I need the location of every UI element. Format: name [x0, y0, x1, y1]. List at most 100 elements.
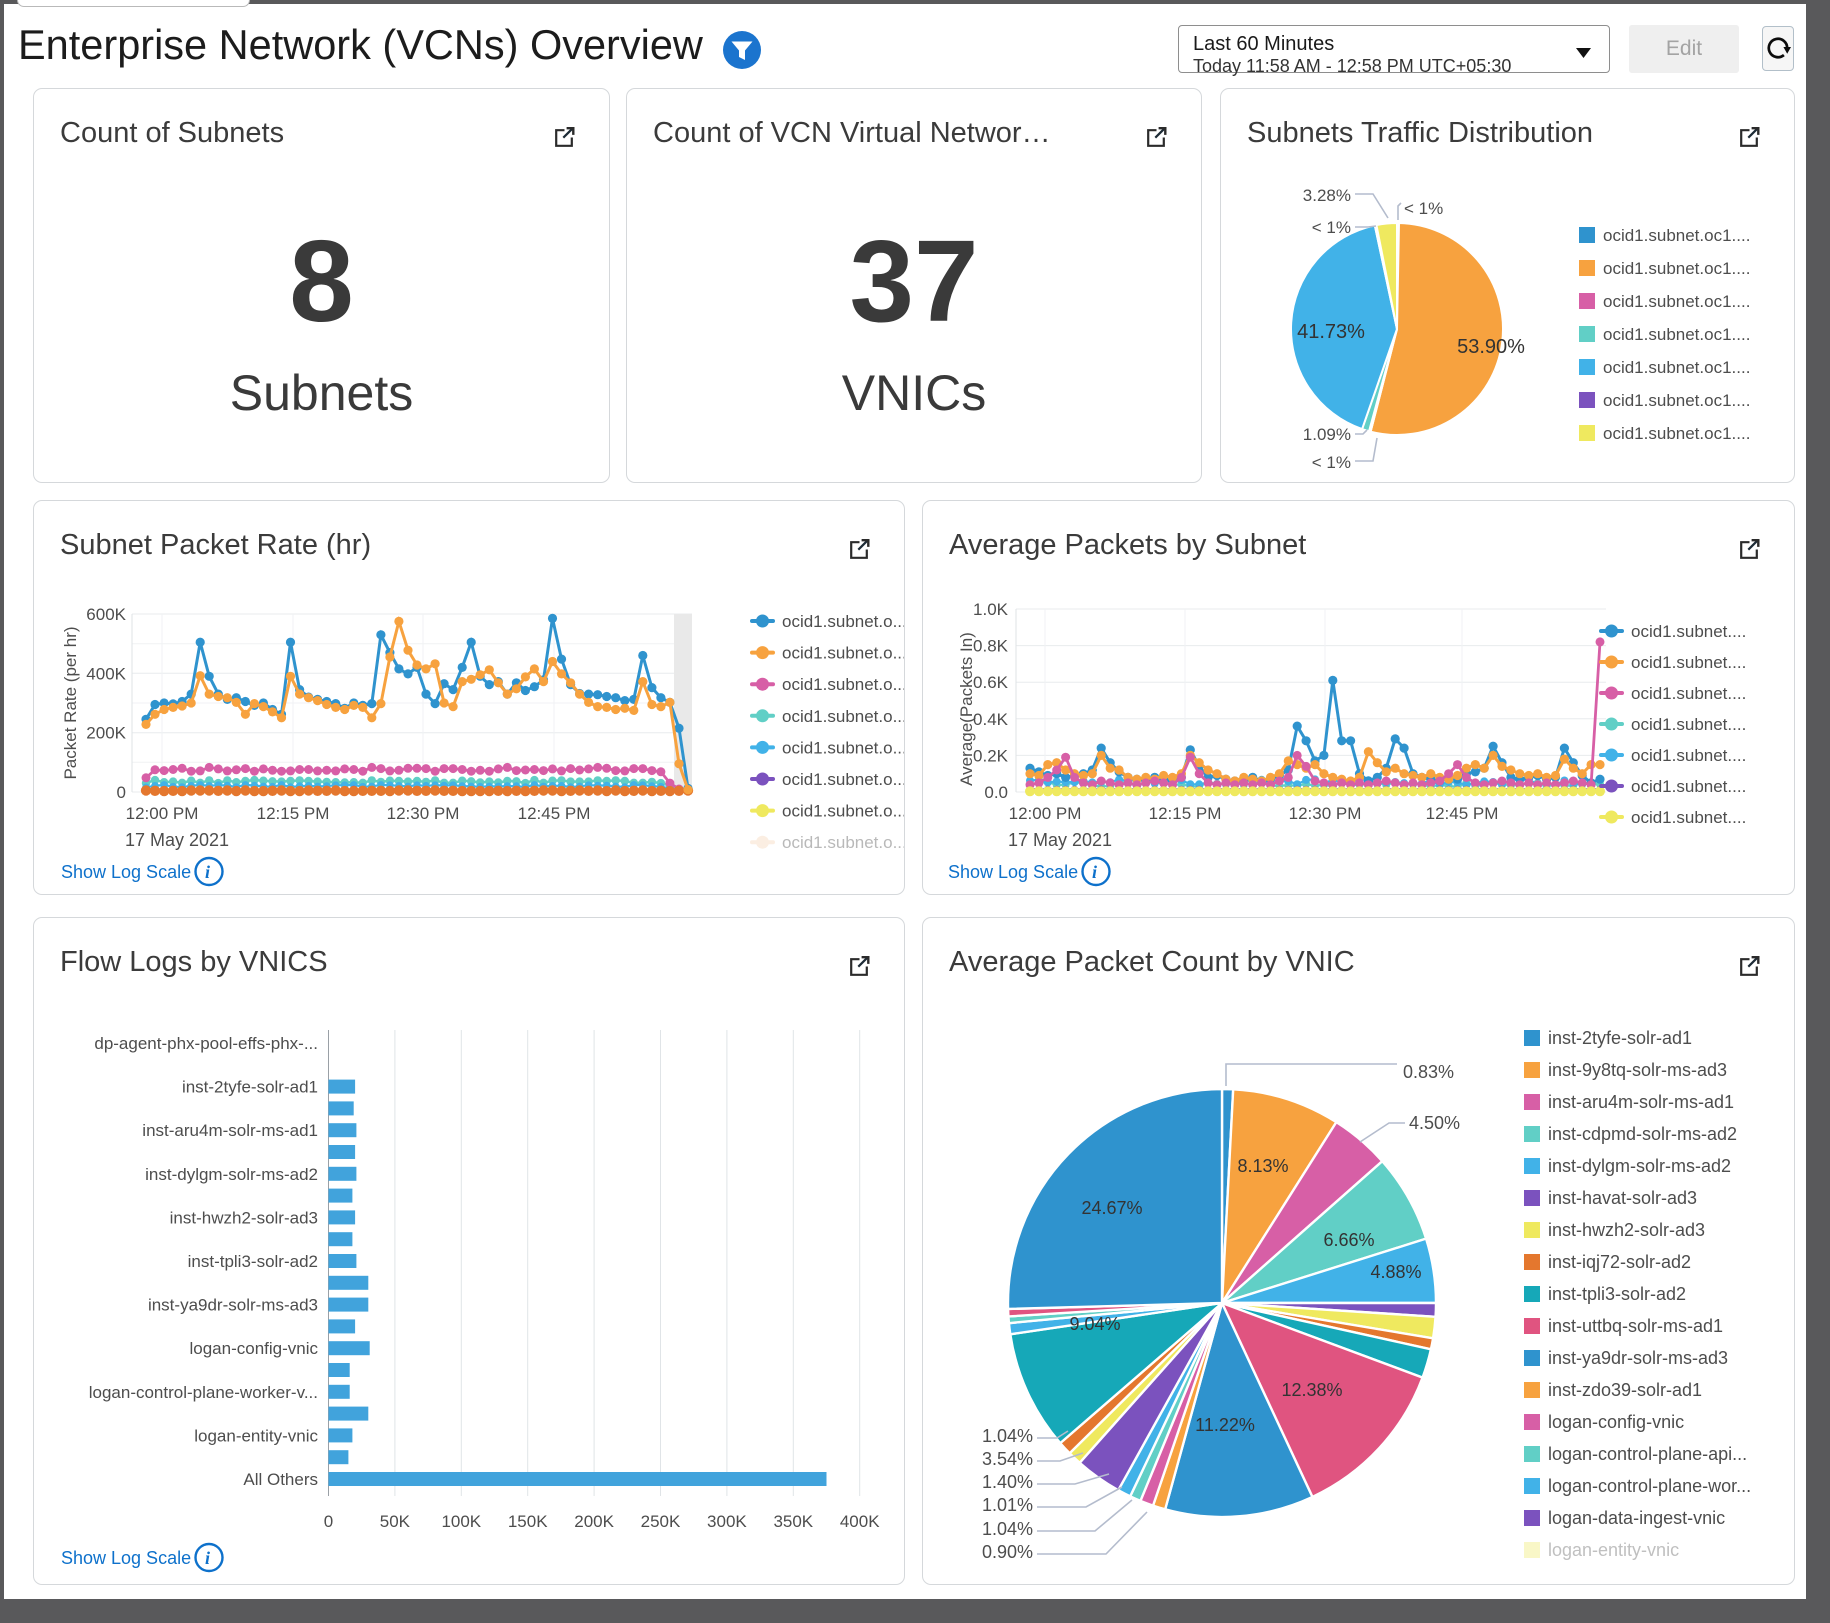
svg-text:Show Log Scale: Show Log Scale	[948, 862, 1078, 882]
svg-text:inst-zdo39-solr-ad1: inst-zdo39-solr-ad1	[1548, 1380, 1702, 1400]
svg-text:ocid1.subnet....: ocid1.subnet....	[1631, 684, 1746, 703]
svg-text:ocid1.subnet....: ocid1.subnet....	[1631, 715, 1746, 734]
svg-text:Show Log Scale: Show Log Scale	[61, 1548, 191, 1568]
svg-text:ocid1.subnet....: ocid1.subnet....	[1631, 808, 1746, 827]
svg-text:12.38%: 12.38%	[1281, 1380, 1342, 1400]
svg-text:logan-data-ingest-vnic: logan-data-ingest-vnic	[1548, 1508, 1725, 1528]
svg-text:ocid1.subnet.oc1....: ocid1.subnet.oc1....	[1603, 226, 1750, 245]
svg-text:12:15 PM: 12:15 PM	[1149, 804, 1222, 823]
svg-text:41.73%: 41.73%	[1297, 321, 1365, 343]
svg-text:logan-config-vnic: logan-config-vnic	[1548, 1412, 1684, 1432]
svg-text:inst-iqj72-solr-ad2: inst-iqj72-solr-ad2	[1548, 1252, 1691, 1272]
svg-text:inst-2tyfe-solr-ad1: inst-2tyfe-solr-ad1	[1548, 1028, 1692, 1048]
svg-text:inst-9y8tq-solr-ms-ad3: inst-9y8tq-solr-ms-ad3	[1548, 1060, 1727, 1080]
svg-text:Packet Rate (per hr): Packet Rate (per hr)	[61, 626, 80, 779]
svg-text:12:45 PM: 12:45 PM	[518, 804, 591, 823]
svg-text:ocid1.subnet.o...: ocid1.subnet.o...	[782, 802, 904, 821]
svg-text:logan-entity-vnic: logan-entity-vnic	[194, 1426, 318, 1445]
svg-text:3.28%: 3.28%	[1303, 186, 1351, 205]
svg-text:inst-ya9dr-solr-ms-ad3: inst-ya9dr-solr-ms-ad3	[1548, 1348, 1728, 1368]
svg-text:1.01%: 1.01%	[982, 1495, 1033, 1515]
svg-text:0.83%: 0.83%	[1403, 1062, 1454, 1082]
svg-text:inst-hwzh2-solr-ad3: inst-hwzh2-solr-ad3	[1548, 1220, 1705, 1240]
svg-text:17 May 2021: 17 May 2021	[125, 830, 229, 850]
svg-text:Average(Packets In): Average(Packets In)	[957, 632, 976, 786]
svg-text:ocid1.subnet....: ocid1.subnet....	[1631, 777, 1746, 796]
svg-text:0.6K: 0.6K	[973, 673, 1009, 692]
svg-text:0.0: 0.0	[984, 783, 1008, 802]
svg-text:inst-tpli3-solr-ad2: inst-tpli3-solr-ad2	[1548, 1284, 1686, 1304]
svg-text:ocid1.subnet.oc1....: ocid1.subnet.oc1....	[1603, 259, 1750, 278]
svg-text:ocid1.subnet.o...: ocid1.subnet.o...	[782, 833, 904, 852]
svg-text:400K: 400K	[840, 1512, 880, 1531]
svg-text:1.04%: 1.04%	[982, 1519, 1033, 1539]
svg-text:ocid1.subnet....: ocid1.subnet....	[1631, 653, 1746, 672]
svg-text:ocid1.subnet.oc1....: ocid1.subnet.oc1....	[1603, 325, 1750, 344]
svg-text:1.0K: 1.0K	[973, 600, 1009, 619]
svg-text:12:30 PM: 12:30 PM	[387, 804, 460, 823]
svg-text:inst-dylgm-solr-ms-ad2: inst-dylgm-solr-ms-ad2	[1548, 1156, 1731, 1176]
svg-text:i: i	[1092, 862, 1097, 882]
svg-text:0: 0	[117, 783, 126, 802]
svg-text:3.54%: 3.54%	[982, 1449, 1033, 1469]
svg-text:50K: 50K	[380, 1512, 411, 1531]
svg-text:inst-aru4m-solr-ms-ad1: inst-aru4m-solr-ms-ad1	[1548, 1092, 1734, 1112]
svg-text:ocid1.subnet.oc1....: ocid1.subnet.oc1....	[1603, 391, 1750, 410]
svg-text:inst-2tyfe-solr-ad1: inst-2tyfe-solr-ad1	[182, 1078, 318, 1097]
svg-text:300K: 300K	[707, 1512, 747, 1531]
svg-text:53.90%: 53.90%	[1457, 336, 1525, 358]
svg-text:ocid1.subnet.oc1....: ocid1.subnet.oc1....	[1603, 358, 1750, 377]
svg-text:< 1%: < 1%	[1312, 218, 1351, 237]
svg-text:ocid1.subnet....: ocid1.subnet....	[1631, 746, 1746, 765]
svg-text:logan-config-vnic: logan-config-vnic	[189, 1339, 318, 1358]
svg-text:600K: 600K	[86, 605, 126, 624]
svg-text:1.04%: 1.04%	[982, 1426, 1033, 1446]
svg-text:logan-control-plane-worker-v..: logan-control-plane-worker-v...	[89, 1383, 318, 1402]
svg-text:inst-aru4m-solr-ms-ad1: inst-aru4m-solr-ms-ad1	[142, 1121, 318, 1140]
svg-text:100K: 100K	[441, 1512, 481, 1531]
svg-text:ocid1.subnet.o...: ocid1.subnet.o...	[782, 675, 904, 694]
svg-text:i: i	[205, 1548, 210, 1568]
svg-text:< 1%: < 1%	[1312, 453, 1351, 472]
svg-text:1.40%: 1.40%	[982, 1472, 1033, 1492]
svg-text:0.90%: 0.90%	[982, 1542, 1033, 1562]
svg-text:ocid1.subnet.o...: ocid1.subnet.o...	[782, 644, 904, 663]
svg-text:inst-ya9dr-solr-ms-ad3: inst-ya9dr-solr-ms-ad3	[148, 1296, 318, 1315]
svg-text:inst-cdpmd-solr-ms-ad2: inst-cdpmd-solr-ms-ad2	[1548, 1124, 1737, 1144]
svg-text:logan-control-plane-wor...: logan-control-plane-wor...	[1548, 1476, 1751, 1496]
svg-text:ocid1.subnet.oc1....: ocid1.subnet.oc1....	[1603, 424, 1750, 443]
svg-text:< 1%: < 1%	[1404, 199, 1443, 218]
svg-text:12:00 PM: 12:00 PM	[126, 804, 199, 823]
svg-text:0: 0	[324, 1512, 333, 1531]
svg-text:0.4K: 0.4K	[973, 710, 1009, 729]
svg-text:8.13%: 8.13%	[1237, 1156, 1288, 1176]
svg-text:250K: 250K	[641, 1512, 681, 1531]
svg-text:1.09%: 1.09%	[1303, 425, 1351, 444]
svg-text:12:00 PM: 12:00 PM	[1009, 804, 1082, 823]
svg-text:6.66%: 6.66%	[1323, 1230, 1374, 1250]
svg-text:inst-havat-solr-ad3: inst-havat-solr-ad3	[1548, 1188, 1697, 1208]
svg-text:24.67%: 24.67%	[1081, 1198, 1142, 1218]
svg-text:ocid1.subnet....: ocid1.subnet....	[1631, 622, 1746, 641]
svg-text:11.22%: 11.22%	[1195, 1415, 1255, 1435]
svg-text:200K: 200K	[574, 1512, 614, 1531]
svg-text:150K: 150K	[508, 1512, 548, 1531]
svg-text:4.88%: 4.88%	[1370, 1262, 1421, 1282]
svg-text:ocid1.subnet.o...: ocid1.subnet.o...	[782, 738, 904, 757]
svg-text:12:30 PM: 12:30 PM	[1289, 804, 1362, 823]
svg-text:200K: 200K	[86, 724, 126, 743]
svg-text:inst-dylgm-solr-ms-ad2: inst-dylgm-solr-ms-ad2	[145, 1165, 318, 1184]
svg-text:i: i	[205, 862, 210, 882]
svg-text:12:45 PM: 12:45 PM	[1426, 804, 1499, 823]
svg-text:ocid1.subnet.o...: ocid1.subnet.o...	[782, 707, 904, 726]
svg-text:ocid1.subnet.o...: ocid1.subnet.o...	[782, 770, 904, 789]
svg-text:ocid1.subnet.o...: ocid1.subnet.o...	[782, 612, 904, 631]
svg-text:inst-tpli3-solr-ad2: inst-tpli3-solr-ad2	[188, 1252, 318, 1271]
svg-text:All Others: All Others	[243, 1470, 318, 1489]
svg-text:350K: 350K	[773, 1512, 813, 1531]
svg-text:9.04%: 9.04%	[1069, 1314, 1120, 1334]
svg-text:ocid1.subnet.oc1....: ocid1.subnet.oc1....	[1603, 292, 1750, 311]
svg-text:logan-control-plane-api...: logan-control-plane-api...	[1548, 1444, 1747, 1464]
svg-text:12:15 PM: 12:15 PM	[257, 804, 330, 823]
svg-text:inst-uttbq-solr-ms-ad1: inst-uttbq-solr-ms-ad1	[1548, 1316, 1723, 1336]
